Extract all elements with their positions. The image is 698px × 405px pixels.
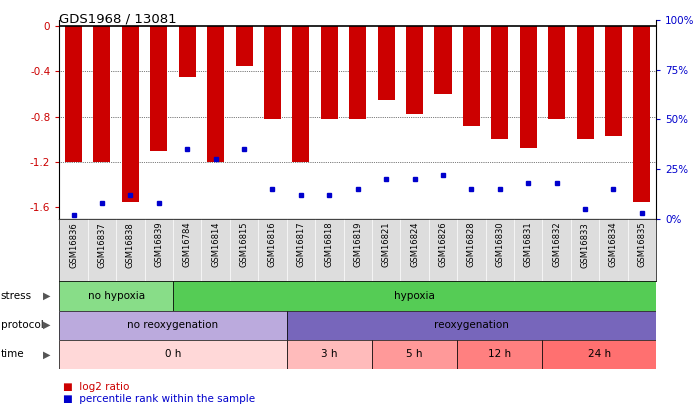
Text: no reoxygenation: no reoxygenation — [128, 320, 218, 330]
Bar — [65, 26, 82, 162]
Text: GDS1968 / 13081: GDS1968 / 13081 — [59, 12, 177, 25]
Bar — [520, 26, 537, 148]
Text: ▶: ▶ — [43, 291, 51, 301]
Bar — [292, 26, 309, 162]
Text: ■  log2 ratio: ■ log2 ratio — [63, 382, 129, 392]
Bar — [235, 26, 253, 66]
Bar — [264, 26, 281, 119]
Text: stress: stress — [1, 291, 32, 301]
Bar — [59, 311, 287, 340]
Bar — [179, 26, 195, 77]
Bar — [457, 340, 542, 369]
Bar — [633, 26, 651, 202]
Text: 12 h: 12 h — [489, 350, 512, 359]
Text: time: time — [1, 350, 24, 359]
Text: GSM16838: GSM16838 — [126, 222, 135, 268]
Bar — [207, 26, 224, 162]
Text: GSM16834: GSM16834 — [609, 222, 618, 267]
Bar — [577, 26, 593, 139]
Text: GSM16815: GSM16815 — [239, 222, 248, 267]
Text: 0 h: 0 h — [165, 350, 181, 359]
Text: GSM16821: GSM16821 — [382, 222, 391, 267]
Bar — [122, 26, 139, 202]
Text: GSM16824: GSM16824 — [410, 222, 419, 267]
Bar — [542, 340, 656, 369]
Text: 5 h: 5 h — [406, 350, 423, 359]
Bar — [321, 26, 338, 119]
Text: GSM16784: GSM16784 — [183, 222, 192, 267]
Bar — [287, 311, 656, 340]
Text: GSM16819: GSM16819 — [353, 222, 362, 267]
Bar — [59, 340, 287, 369]
Bar — [372, 340, 457, 369]
Text: GSM16816: GSM16816 — [268, 222, 277, 267]
Text: ▶: ▶ — [43, 350, 51, 359]
Text: protocol: protocol — [1, 320, 43, 330]
Bar — [349, 26, 366, 119]
Text: GSM16814: GSM16814 — [211, 222, 220, 267]
Text: GSM16836: GSM16836 — [69, 222, 78, 268]
Text: GSM16833: GSM16833 — [581, 222, 590, 268]
Text: GSM16817: GSM16817 — [297, 222, 306, 267]
Text: GSM16826: GSM16826 — [438, 222, 447, 267]
Text: GSM16835: GSM16835 — [637, 222, 646, 267]
Bar — [605, 26, 622, 136]
Bar — [463, 26, 480, 126]
Text: reoxygenation: reoxygenation — [434, 320, 509, 330]
Bar — [59, 281, 173, 311]
Bar — [406, 26, 423, 114]
Text: GSM16828: GSM16828 — [467, 222, 476, 267]
Text: 3 h: 3 h — [321, 350, 338, 359]
Bar — [94, 26, 110, 162]
Bar — [287, 340, 372, 369]
Text: 24 h: 24 h — [588, 350, 611, 359]
Bar — [548, 26, 565, 119]
Text: GSM16839: GSM16839 — [154, 222, 163, 267]
Bar — [434, 26, 452, 94]
Bar — [173, 281, 656, 311]
Text: no hypoxia: no hypoxia — [88, 291, 144, 301]
Text: GSM16818: GSM16818 — [325, 222, 334, 267]
Text: ■  percentile rank within the sample: ■ percentile rank within the sample — [63, 394, 255, 404]
Text: GSM16837: GSM16837 — [98, 222, 107, 268]
Text: hypoxia: hypoxia — [394, 291, 435, 301]
Bar — [378, 26, 394, 100]
Text: GSM16831: GSM16831 — [524, 222, 533, 267]
Text: GSM16830: GSM16830 — [496, 222, 505, 267]
Bar — [491, 26, 508, 139]
Bar — [150, 26, 168, 151]
Text: ▶: ▶ — [43, 320, 51, 330]
Text: GSM16832: GSM16832 — [552, 222, 561, 267]
